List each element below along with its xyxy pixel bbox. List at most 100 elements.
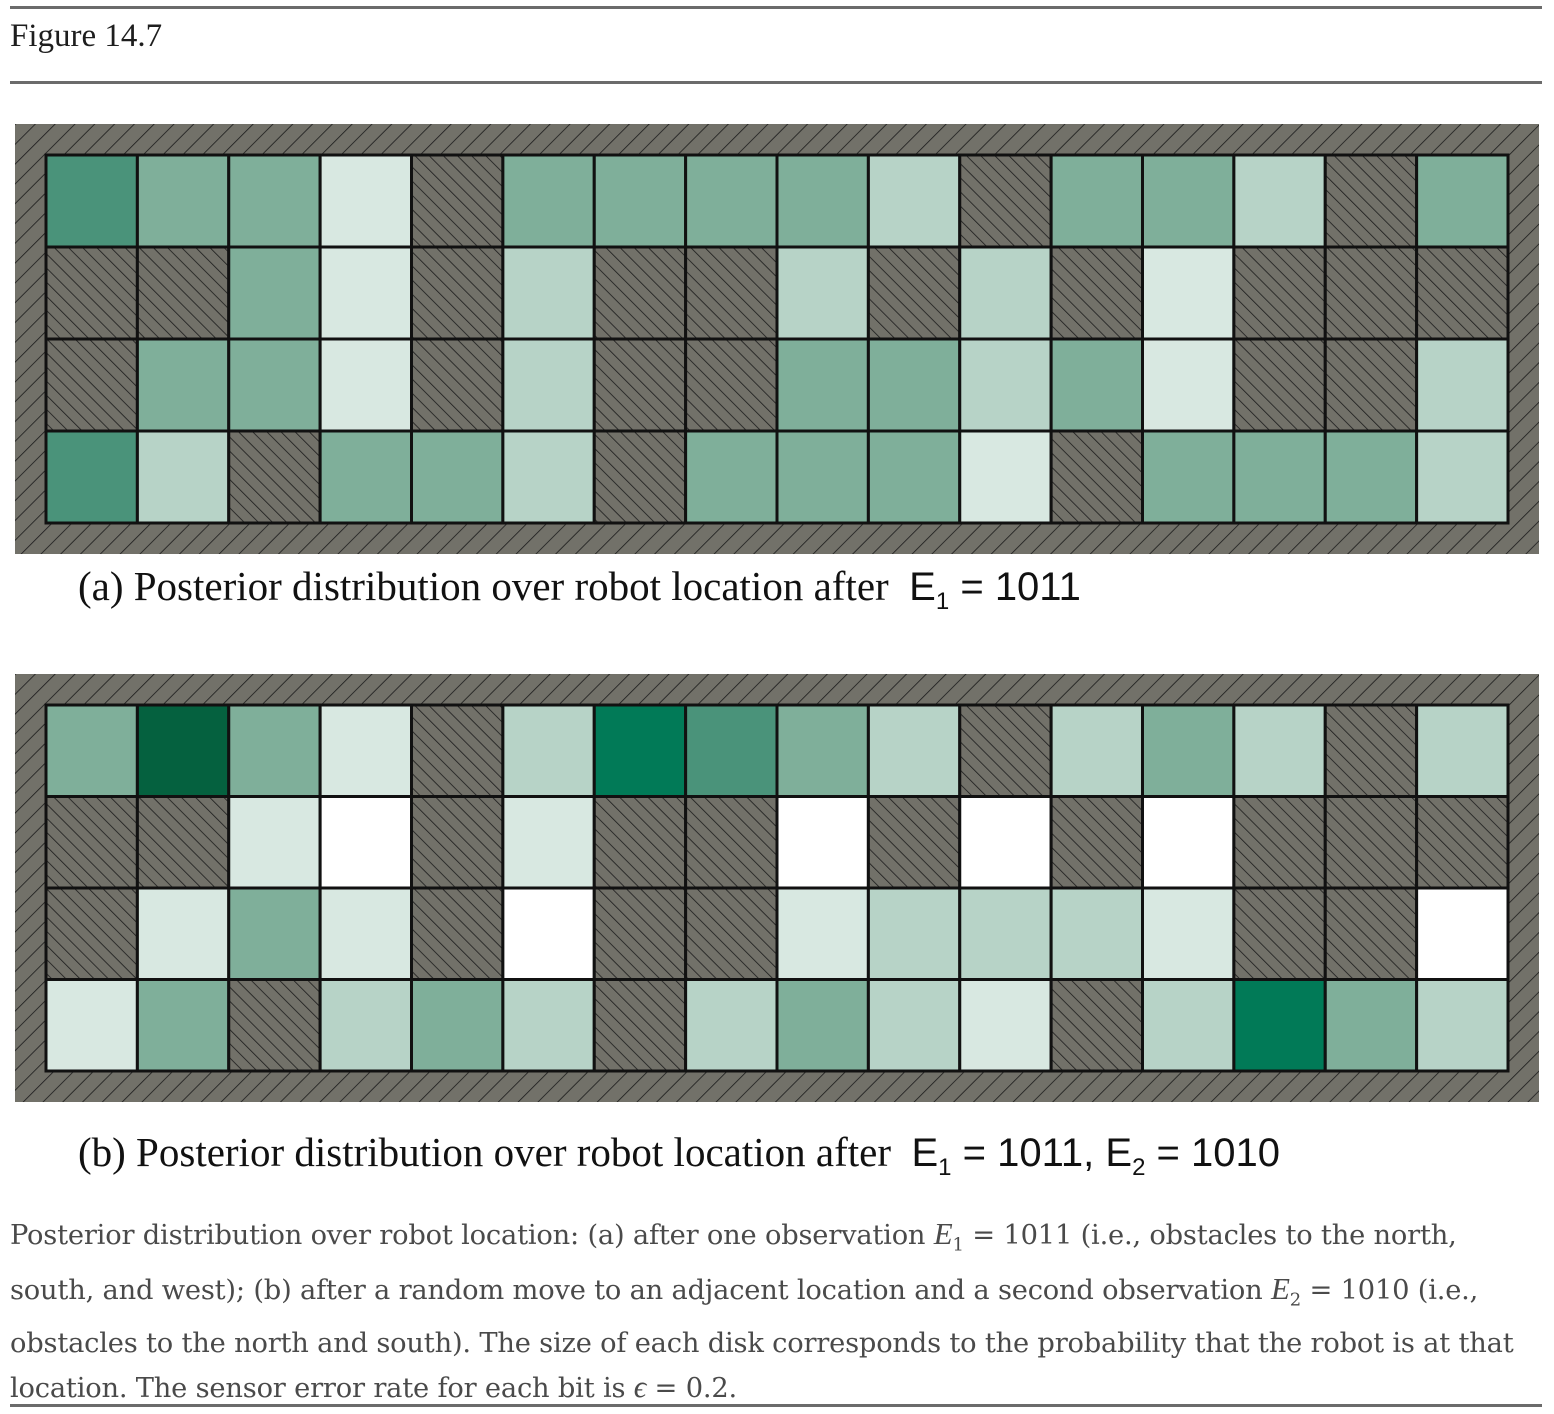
probability-cell [318, 153, 413, 249]
probability-cell [684, 978, 779, 1073]
subcaption-b-text: (b) Posterior distribution over robot lo… [78, 1129, 891, 1175]
probability-cell [1232, 703, 1327, 798]
probability-cell [775, 978, 870, 1073]
probability-cell [958, 245, 1053, 341]
probability-cell [318, 978, 413, 1073]
probability-cell [501, 429, 596, 525]
probability-cell [958, 429, 1053, 525]
obstacle-cell [1232, 245, 1327, 341]
probability-cell [44, 153, 139, 249]
probability-cell [227, 337, 322, 433]
probability-cell [501, 703, 596, 798]
probability-cell [958, 795, 1053, 890]
probability-cell [227, 153, 322, 249]
obstacle-cell [410, 795, 505, 890]
obstacle-cell [958, 703, 1053, 798]
grid-map-b [15, 674, 1539, 1102]
subcaption-a: (a) Posterior distribution over robot lo… [78, 562, 1081, 616]
obstacle-cell [227, 429, 322, 525]
probability-cell [866, 337, 962, 433]
grid-outline [44, 153, 1510, 525]
obstacle-cell [1049, 245, 1144, 341]
probability-cell [1049, 703, 1144, 798]
obstacle-cell [1415, 795, 1510, 890]
subcaption-b-math: E1 = 1011, E2 = 1010 [911, 1131, 1280, 1181]
probability-cell [866, 703, 962, 798]
obstacle-cell [684, 337, 779, 433]
probability-cell [1141, 886, 1236, 981]
probability-cell [227, 795, 322, 890]
probability-cell [958, 337, 1053, 433]
probability-cell [1415, 978, 1510, 1073]
probability-cell [775, 703, 870, 798]
obstacle-cell [135, 795, 231, 890]
probability-cell [775, 886, 870, 981]
obstacle-cell [1232, 795, 1327, 890]
probability-cell [1232, 429, 1327, 525]
bottom-rule [10, 1404, 1542, 1407]
probability-cell [1415, 703, 1510, 798]
probability-cell [775, 245, 870, 341]
probability-cell [501, 337, 596, 433]
obstacle-cell [1232, 337, 1327, 433]
probability-cell [1141, 245, 1236, 341]
obstacle-cell [1323, 245, 1419, 341]
obstacle-cell [1049, 795, 1144, 890]
figure-caption: Posterior distribution over robot locati… [10, 1216, 1514, 1405]
title-rule [10, 81, 1542, 84]
probability-cell [684, 703, 779, 798]
probability-cell [866, 429, 962, 525]
probability-cell [44, 429, 139, 525]
probability-cell [501, 795, 596, 890]
probability-cell [592, 153, 688, 249]
probability-cell [1049, 886, 1144, 981]
obstacle-cell [44, 337, 139, 433]
probability-cell [501, 886, 596, 981]
probability-cell [1141, 978, 1236, 1073]
obstacle-cell [410, 337, 505, 433]
obstacle-cell [1323, 337, 1419, 433]
probability-cell [44, 978, 139, 1073]
grid-outline [44, 703, 1510, 1073]
probability-cell [318, 886, 413, 981]
probability-cell [866, 978, 962, 1073]
obstacle-cell [592, 337, 688, 433]
probability-cell [318, 337, 413, 433]
probability-cell [44, 703, 139, 798]
probability-cell [318, 703, 413, 798]
probability-cell [501, 978, 596, 1073]
probability-cell [1323, 978, 1419, 1073]
probability-cell [1323, 429, 1419, 525]
obstacle-cell [1323, 153, 1419, 249]
obstacle-cell [410, 703, 505, 798]
obstacle-cell [44, 245, 139, 341]
probability-cell [135, 978, 231, 1073]
probability-cell [1141, 337, 1236, 433]
subcaption-b: (b) Posterior distribution over robot lo… [78, 1128, 1280, 1182]
probability-cell [775, 795, 870, 890]
obstacle-cell [684, 795, 779, 890]
probability-cell [958, 886, 1053, 981]
figure-label: Figure 14.7 [10, 18, 163, 54]
probability-cell [135, 703, 231, 798]
probability-cell [135, 886, 231, 981]
obstacle-cell [1323, 795, 1419, 890]
probability-cell [866, 886, 962, 981]
obstacle-cell [866, 245, 962, 341]
obstacle-cell [410, 153, 505, 249]
obstacle-cell [135, 245, 231, 341]
probability-cell [318, 795, 413, 890]
obstacle-cell [1049, 978, 1144, 1073]
subcaption-a-math: E1 = 1011 [909, 565, 1081, 615]
probability-cell [318, 245, 413, 341]
obstacle-cell [958, 153, 1053, 249]
probability-cell [1415, 429, 1510, 525]
probability-cell [135, 429, 231, 525]
probability-cell [318, 429, 413, 525]
subcaption-a-text: (a) Posterior distribution over robot lo… [78, 563, 889, 609]
probability-cell [410, 429, 505, 525]
probability-cell [1415, 153, 1510, 249]
obstacle-cell [1323, 886, 1419, 981]
obstacle-cell [592, 429, 688, 525]
probability-cell [135, 337, 231, 433]
